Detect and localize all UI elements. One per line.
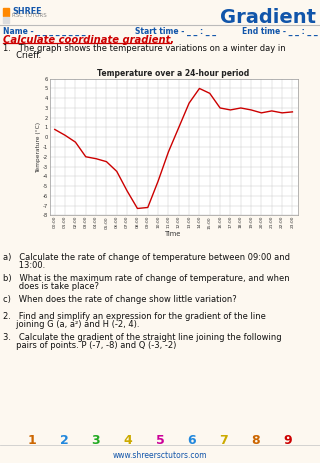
Y-axis label: Temperature (°C): Temperature (°C) <box>36 121 41 173</box>
Text: 1.   The graph shows the temperature variations on a winter day in: 1. The graph shows the temperature varia… <box>3 44 286 53</box>
Text: 8: 8 <box>252 434 260 447</box>
Text: 2: 2 <box>60 434 68 447</box>
Text: does is take place?: does is take place? <box>3 282 99 291</box>
Text: 13:00.: 13:00. <box>3 261 45 270</box>
Text: 5: 5 <box>156 434 164 447</box>
Text: 2.   Find and simplify an expression for the gradient of the line: 2. Find and simplify an expression for t… <box>3 312 266 321</box>
Text: Name - _ _ _ _ _ _ _ _: Name - _ _ _ _ _ _ _ _ <box>3 27 86 36</box>
Text: End time - _ _ : _ _: End time - _ _ : _ _ <box>242 27 318 36</box>
Text: SHREE: SHREE <box>12 7 42 16</box>
Text: www.shreersctutors.com: www.shreersctutors.com <box>113 451 207 460</box>
Text: RSC TUTORS: RSC TUTORS <box>12 13 47 18</box>
Text: joining G (a, a²) and H (-2, 4).: joining G (a, a²) and H (-2, 4). <box>3 320 140 329</box>
Text: b)   What is the maximum rate of change of temperature, and when: b) What is the maximum rate of change of… <box>3 274 290 283</box>
Text: a)   Calculate the rate of change of temperature between 09:00 and: a) Calculate the rate of change of tempe… <box>3 253 290 262</box>
Text: 3.   Calculate the gradient of the straight line joining the following: 3. Calculate the gradient of the straigh… <box>3 333 282 342</box>
Text: Crieff.: Crieff. <box>3 51 41 61</box>
Text: 1: 1 <box>28 434 36 447</box>
Text: c)   When does the rate of change show little variation?: c) When does the rate of change show lit… <box>3 295 237 304</box>
Bar <box>3 8 9 16</box>
Text: pairs of points. P (-7, -8) and Q (-3, -2): pairs of points. P (-7, -8) and Q (-3, -… <box>3 341 176 350</box>
Text: Start time - _ _ : _ _: Start time - _ _ : _ _ <box>135 27 216 36</box>
X-axis label: Time: Time <box>165 231 182 237</box>
Title: Temperature over a 24-hour period: Temperature over a 24-hour period <box>98 69 250 78</box>
Text: 9: 9 <box>284 434 292 447</box>
Text: 7: 7 <box>220 434 228 447</box>
Text: 4: 4 <box>124 434 132 447</box>
Text: 3: 3 <box>92 434 100 447</box>
Bar <box>3 17 9 23</box>
Text: Calculate coordinate gradient.: Calculate coordinate gradient. <box>3 35 174 45</box>
Text: Gradient: Gradient <box>220 8 316 27</box>
Text: 6: 6 <box>188 434 196 447</box>
